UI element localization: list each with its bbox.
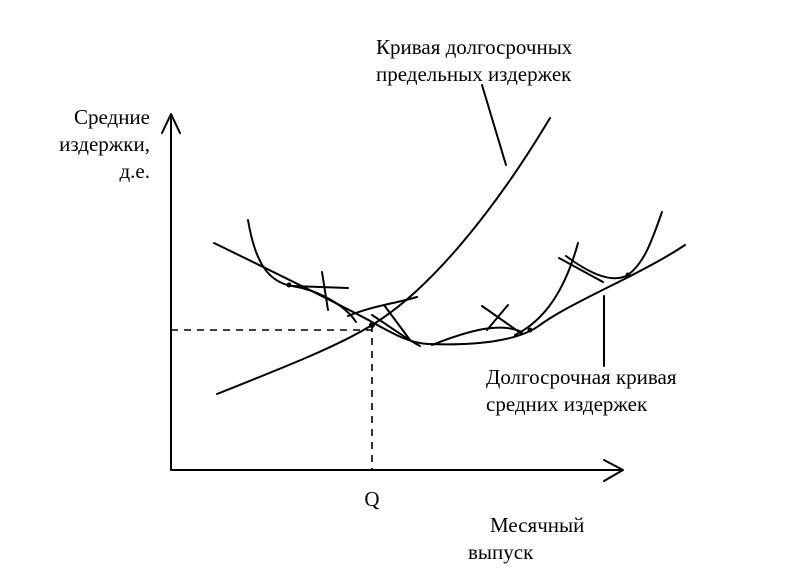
lrmc-lrac-intersection: [369, 322, 375, 328]
y-axis-label-line-3: д.е.: [119, 159, 150, 183]
srmc-curve-1: [321, 271, 329, 311]
lrac-label: Долгосрочная кривая средних издержек: [486, 364, 677, 418]
srmc-curve-2: [383, 304, 411, 341]
lrmc-label-line-1: Кривая долгосрочных: [376, 35, 573, 59]
srac-curve-3: [371, 314, 421, 347]
tangency-point-3: [527, 327, 533, 333]
x-axis-label-line-2: выпуск: [468, 540, 534, 564]
y-axis-label: Средние издержки, д.е.: [30, 104, 150, 185]
srac-curve-1: [247, 219, 357, 323]
srac-curve-2: [347, 296, 418, 317]
srmc-curve-1-tick: [291, 285, 349, 289]
y-axis-label-line-1: Средние: [73, 105, 150, 129]
srac-curve-5: [514, 242, 579, 336]
lrac-label-line-2: средних издержек: [486, 392, 648, 416]
srac-curve-6: [565, 211, 663, 280]
x-axis-arrow: [603, 459, 624, 482]
srmc-curve-3: [481, 305, 523, 335]
lrmc-curve: [216, 117, 551, 395]
srmc-curve-4: [558, 257, 604, 283]
lrmc-pointer: [481, 84, 507, 166]
lrmc-label-line-2: предельных издержек: [376, 62, 572, 86]
tangency-point-4: [625, 272, 631, 278]
q-label: Q: [364, 487, 380, 511]
lrac-label-line-1: Долгосрочная кривая: [486, 365, 677, 389]
y-axis-label-line-2: издержки,: [59, 132, 150, 156]
tangency-point-1: [286, 282, 292, 288]
lrmc-label: Кривая долгосрочных предельных издержек: [376, 34, 572, 88]
srmc-curve-3b: [486, 304, 509, 331]
y-axis-arrow: [161, 113, 181, 134]
x-axis-label-line-1: Месячный: [490, 513, 585, 537]
x-axis-label: Месячный выпуск: [468, 512, 584, 566]
